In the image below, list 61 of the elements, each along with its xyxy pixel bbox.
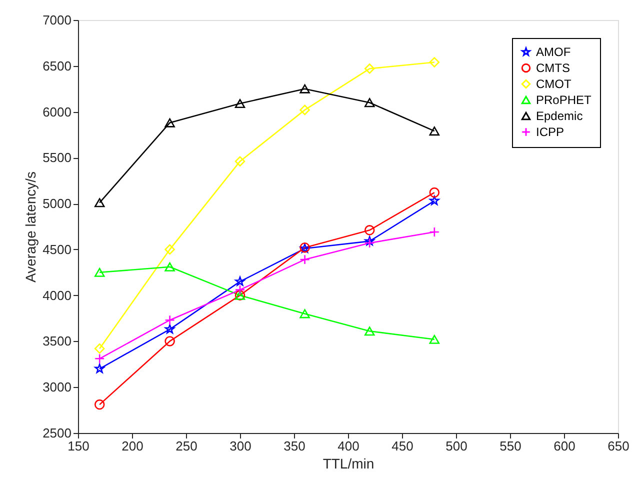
point xyxy=(364,64,375,74)
y-tick-label: 6000 xyxy=(42,104,72,120)
point xyxy=(300,309,310,318)
x-tick-label: 450 xyxy=(392,438,414,454)
point xyxy=(164,336,175,346)
point xyxy=(234,284,246,295)
x-axis-title: TTL/min xyxy=(322,456,374,472)
point xyxy=(429,196,440,206)
point xyxy=(364,98,375,108)
point xyxy=(429,334,440,344)
y-tick-label: 4000 xyxy=(42,288,72,303)
x-tick-label: 200 xyxy=(122,438,144,454)
x-tick-label: 150 xyxy=(68,438,90,454)
point xyxy=(364,225,375,236)
point xyxy=(235,276,245,286)
y-tick-label: 4500 xyxy=(42,242,72,257)
point xyxy=(234,156,246,166)
point xyxy=(429,187,440,198)
legend-label: Epdemic xyxy=(536,109,583,123)
y-tick-label: 5500 xyxy=(42,150,72,166)
point xyxy=(94,198,105,208)
point xyxy=(94,364,105,374)
y-tick-label: 5000 xyxy=(42,196,72,212)
point xyxy=(300,84,310,94)
point xyxy=(94,268,105,277)
point xyxy=(94,343,105,354)
x-tick-label: 300 xyxy=(230,438,252,454)
point xyxy=(164,244,175,255)
point xyxy=(164,118,175,128)
y-axis-title: Average latency/s xyxy=(22,171,39,283)
point xyxy=(300,254,310,265)
x-tick-label: 650 xyxy=(608,438,630,454)
x-tick-label: 500 xyxy=(446,438,468,454)
point xyxy=(364,236,375,246)
point xyxy=(164,262,175,272)
y-tick-label: 7000 xyxy=(42,12,72,28)
y-tick-label: 3000 xyxy=(42,380,72,395)
legend-label: AMOF xyxy=(536,45,571,59)
point xyxy=(94,354,105,364)
legend-label: CMTS xyxy=(536,61,570,75)
point xyxy=(364,326,375,336)
point xyxy=(429,226,440,238)
point xyxy=(164,324,175,334)
point xyxy=(429,57,440,68)
x-tick-label: 400 xyxy=(338,438,360,454)
point xyxy=(234,98,246,108)
point xyxy=(364,238,375,248)
x-tick-label: 550 xyxy=(500,438,522,454)
x-tick-label: 250 xyxy=(176,438,198,454)
point xyxy=(429,126,440,136)
y-tick-label: 3500 xyxy=(42,334,72,349)
legend-label: PRoPHET xyxy=(536,93,592,107)
legend-label: ICPP xyxy=(536,125,564,139)
y-tick-label: 6500 xyxy=(42,58,72,74)
x-tick-label: 350 xyxy=(284,438,306,454)
x-tick-label: 600 xyxy=(554,438,576,454)
point xyxy=(164,314,175,326)
point xyxy=(94,399,105,410)
point xyxy=(300,104,310,116)
y-tick-label: 2500 xyxy=(42,426,72,440)
legend-label: CMOT xyxy=(536,77,572,91)
